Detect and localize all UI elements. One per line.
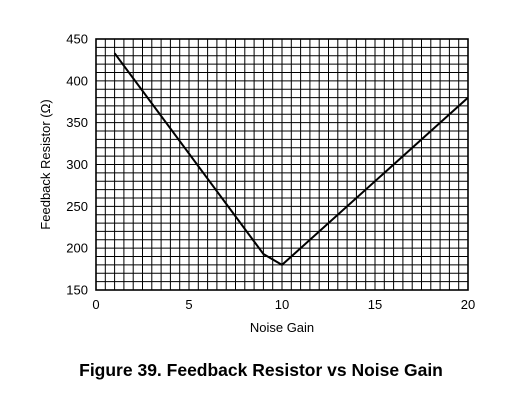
y-axis-label: Feedback Resistor (Ω) xyxy=(38,99,53,229)
y-tick-label: 350 xyxy=(66,115,88,130)
x-tick-label: 5 xyxy=(185,297,192,312)
x-tick-label: 20 xyxy=(461,297,475,312)
y-tick-label: 450 xyxy=(66,32,88,47)
y-tick-label: 200 xyxy=(66,241,88,256)
y-tick-labels: 150 200 250 300 350 400 450 xyxy=(66,32,88,298)
y-tick-label: 150 xyxy=(66,283,88,298)
y-tick-label: 250 xyxy=(66,199,88,214)
series-line-0 xyxy=(113,52,469,266)
figure-caption: Figure 39. Feedback Resistor vs Noise Ga… xyxy=(79,360,443,380)
x-tick-label: 10 xyxy=(275,297,289,312)
x-tick-label: 0 xyxy=(92,297,99,312)
x-axis-label: Noise Gain xyxy=(250,320,314,335)
y-tick-label: 400 xyxy=(66,73,88,88)
grid xyxy=(96,39,468,290)
y-tick-label: 300 xyxy=(66,157,88,172)
x-tick-labels: 0 5 10 15 20 xyxy=(92,297,475,312)
x-tick-label: 15 xyxy=(368,297,382,312)
plot-border xyxy=(95,38,469,291)
series-layer xyxy=(113,52,469,266)
